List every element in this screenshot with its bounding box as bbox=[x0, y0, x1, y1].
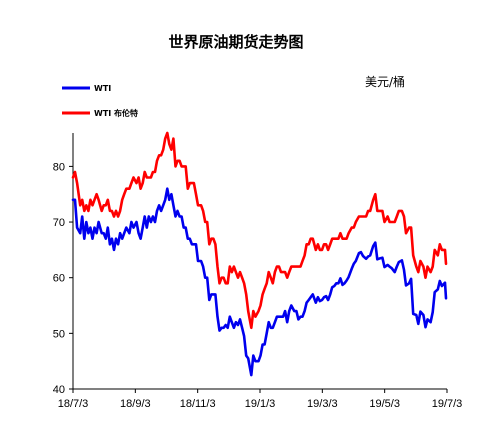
legend: WTI WTI 布伦特 bbox=[62, 84, 138, 118]
y-tick-label: 50 bbox=[53, 328, 65, 340]
series-layer bbox=[71, 131, 448, 377]
y-tick-label: 70 bbox=[53, 217, 65, 229]
x-tick-label: 19/1/3 bbox=[245, 398, 276, 410]
x-tick-label: 18/7/3 bbox=[58, 398, 89, 410]
series-line-wti bbox=[71, 187, 448, 377]
axes bbox=[72, 133, 447, 390]
y-tick-label: 60 bbox=[53, 273, 65, 285]
x-tick-label: 19/3/3 bbox=[307, 398, 338, 410]
x-tick-label: 19/7/3 bbox=[432, 398, 463, 410]
x-tick-label: 19/5/3 bbox=[369, 398, 400, 410]
series-line-brent bbox=[71, 131, 448, 330]
ticks: 40 50 60 70 80 18/7/3 18/9/3 18/11/3 19/1/3 19/3/… bbox=[53, 161, 463, 410]
x-tick-label: 18/9/3 bbox=[120, 398, 151, 410]
chart-title: 世界原油期货走势图 bbox=[168, 33, 303, 51]
legend-label-brent: WTI 布伦特 bbox=[94, 108, 138, 118]
unit-label: 美元/桶 bbox=[365, 74, 405, 89]
y-tick-label: 80 bbox=[53, 161, 65, 173]
x-tick-label: 18/11/3 bbox=[180, 398, 216, 410]
y-tick-label: 40 bbox=[53, 384, 65, 396]
legend-label-wti: WTI bbox=[94, 84, 111, 93]
